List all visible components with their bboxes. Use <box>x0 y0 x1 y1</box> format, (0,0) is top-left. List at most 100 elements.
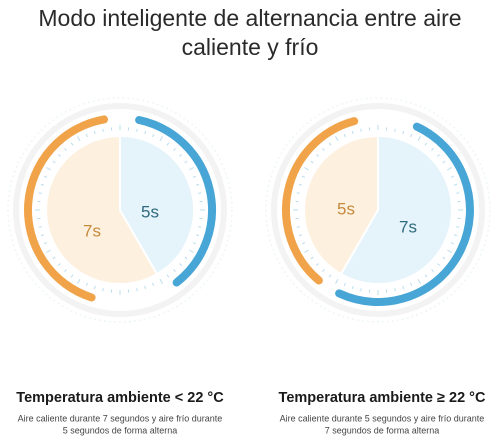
dial-tick <box>360 288 362 292</box>
dial-tick <box>417 136 421 141</box>
dial-tick <box>70 274 74 278</box>
dial-tick <box>343 133 346 138</box>
dial-tick <box>304 249 309 253</box>
dial-tick <box>166 142 170 146</box>
dial-tick <box>173 147 176 151</box>
warm-label: 5s <box>337 199 355 218</box>
dial-tick <box>192 175 197 178</box>
dial-tick <box>184 160 188 164</box>
dial-tick <box>322 269 325 273</box>
dial-tick <box>102 128 104 132</box>
dial-tick <box>431 269 434 273</box>
dial-tick <box>322 147 325 151</box>
dial-halo <box>13 103 227 317</box>
panel-description: Aire caliente durante 7 segundos y aire … <box>18 413 223 423</box>
dial-tick <box>189 167 194 171</box>
dial-tick <box>46 249 51 253</box>
dial-tick <box>166 274 170 278</box>
dial-tick <box>424 274 428 278</box>
dial-tick <box>328 142 332 146</box>
dial-tick <box>159 136 163 141</box>
dial-tick <box>315 154 319 157</box>
dial-tick <box>198 226 202 228</box>
dial-tick <box>195 234 200 237</box>
dial-tick <box>57 154 61 157</box>
dial-tick <box>43 175 48 178</box>
dial-tick <box>310 160 314 164</box>
title-line: Modo inteligente de alternancia entre ai… <box>38 5 461 31</box>
panel-description: 7 segundos de forma alterna <box>325 425 440 435</box>
dial-tick <box>410 133 413 138</box>
dial-tick <box>315 263 319 266</box>
dial-tick <box>85 133 88 138</box>
dial-tick <box>298 234 303 237</box>
dial-tick <box>93 130 96 135</box>
dial-tick <box>144 285 147 290</box>
dial-tick <box>360 128 362 132</box>
dial-tick <box>57 263 61 266</box>
dial-tick <box>77 136 81 141</box>
dial-tick <box>310 256 314 260</box>
dial-tick <box>40 234 45 237</box>
dial-tick <box>102 288 104 292</box>
dial-tick <box>417 279 421 284</box>
dial-tick <box>64 269 67 273</box>
dial-tick <box>424 142 428 146</box>
dial-tick <box>173 269 176 273</box>
dial-tick <box>410 282 413 287</box>
dial-tick <box>394 288 396 292</box>
dial-tick <box>179 263 183 266</box>
dial-tick <box>152 282 155 287</box>
dial-tick <box>70 142 74 146</box>
panel-description: 5 segundos de forma alterna <box>63 425 178 435</box>
dial-tick <box>296 226 300 228</box>
dials: 7s 5s 5s 7s <box>7 97 491 323</box>
cold-sector <box>339 134 453 285</box>
dial-tick <box>296 192 300 194</box>
dial-tick <box>453 183 458 186</box>
panel-heading: Temperatura ambiente < 22 °C <box>16 390 224 406</box>
dial-tick <box>144 130 147 135</box>
dial-tick <box>447 167 452 171</box>
dial-tick <box>198 192 202 194</box>
dial-tick <box>192 242 197 245</box>
dial-tick <box>442 160 446 164</box>
dial-tick <box>64 147 67 151</box>
dial-tick <box>304 167 309 171</box>
dial-tick <box>437 154 441 157</box>
warm-sector <box>303 134 379 276</box>
dial-tick <box>343 282 346 287</box>
cold-sector <box>119 134 195 276</box>
warm-arc <box>282 117 359 285</box>
cold-label: 7s <box>399 217 417 236</box>
dial-tick <box>159 279 163 284</box>
dial-tick <box>152 133 155 138</box>
dial-tick <box>450 242 455 245</box>
dial-tick <box>93 285 96 290</box>
dial-tick <box>402 130 405 135</box>
dial-tick <box>456 192 460 194</box>
dial-halo <box>7 97 233 323</box>
dial-tick <box>351 285 354 290</box>
dial-tick <box>77 279 81 284</box>
cold-label: 5s <box>141 202 159 221</box>
dial-tick <box>450 175 455 178</box>
dial-halo <box>271 103 485 317</box>
dial-tick <box>189 249 194 253</box>
dial-tick <box>394 128 396 132</box>
dial-tick <box>456 226 460 228</box>
dial-tick <box>85 282 88 287</box>
dial-tick <box>40 183 45 186</box>
dial-tick <box>52 160 56 164</box>
dial-tick <box>52 256 56 260</box>
dial-tick <box>136 288 138 292</box>
dial-tick <box>195 183 200 186</box>
dial-tick <box>351 130 354 135</box>
dial-tick <box>179 154 183 157</box>
panel-description: Aire caliente durante 5 segundos y aire … <box>280 413 485 423</box>
dial-tick <box>43 242 48 245</box>
dial-tick <box>402 285 405 290</box>
dial-tick <box>298 183 303 186</box>
title-line: caliente y frío <box>182 34 319 60</box>
